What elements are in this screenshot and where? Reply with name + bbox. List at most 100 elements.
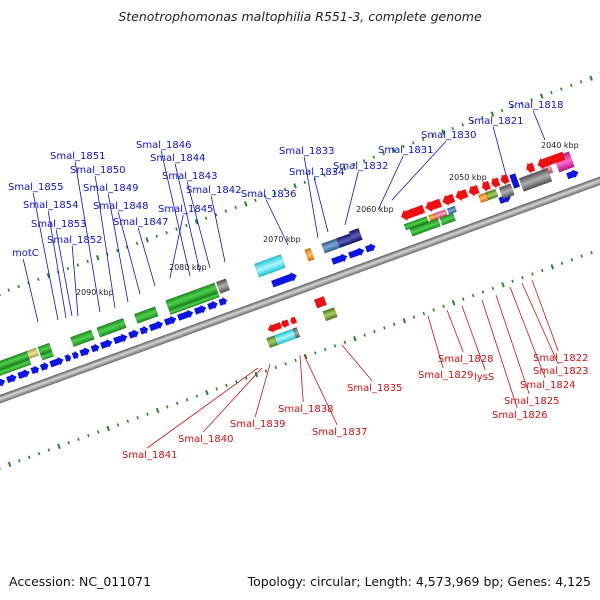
- tick-dot: [511, 279, 514, 283]
- tick-dot: [284, 362, 287, 366]
- tick-dot: [116, 248, 119, 253]
- tick-dot: [47, 448, 51, 452]
- tick-dot: [352, 162, 356, 167]
- tick-dot: [421, 137, 425, 141]
- gene-label-smal-1851: Smal_1851: [50, 151, 105, 162]
- leader-line: [531, 279, 559, 352]
- leader-line: [265, 199, 289, 246]
- tick-dot: [224, 209, 228, 213]
- gene-arrow: [163, 316, 177, 326]
- gene-arrow: [128, 329, 139, 339]
- gene-arrow: [64, 353, 72, 362]
- leader-line: [254, 363, 271, 418]
- feature-box: [70, 329, 95, 348]
- tick-dot: [491, 286, 495, 291]
- tick-dot: [422, 311, 426, 316]
- gene-label-lyss: lysS: [474, 372, 494, 383]
- tick-dot: [106, 425, 111, 432]
- gene-label-smal-1850: Smal_1850: [70, 165, 125, 176]
- tick-dot: [18, 459, 21, 463]
- leader-line: [299, 354, 304, 403]
- gene-arrow: [0, 378, 6, 388]
- gene-arrow: [331, 253, 348, 265]
- tick-dot: [451, 300, 456, 306]
- gene-arrow: [290, 316, 297, 326]
- tick-dot: [490, 111, 495, 117]
- tick-dot: [481, 116, 484, 120]
- tick-dot: [392, 322, 396, 327]
- tick-label-2080-kbp: 2080 kbp: [169, 263, 207, 272]
- gene-label-smal-1829: Smal_1829: [418, 370, 473, 381]
- tick-dot: [471, 119, 474, 124]
- label-leader-lines: [22, 110, 559, 449]
- feature-box: [322, 307, 338, 322]
- feature-box: [498, 183, 515, 200]
- tick-dot: [243, 201, 248, 207]
- feature-box: [439, 212, 456, 226]
- tick-dot: [146, 412, 149, 416]
- leader-line: [47, 210, 67, 319]
- gene-arrow: [177, 309, 194, 321]
- tick-dot: [560, 261, 564, 265]
- tick-dot: [333, 169, 336, 174]
- tick-dot: [471, 293, 475, 298]
- leader-line: [481, 299, 518, 409]
- gene-label-smal-1848: Smal_1848: [93, 201, 148, 212]
- leader-line: [160, 150, 191, 277]
- gene-arrow: [139, 325, 149, 335]
- gene-arrow: [207, 300, 218, 310]
- gene-label-smal-1842: Smal_1842: [186, 185, 241, 196]
- gene-arrow: [491, 177, 501, 189]
- tick-dot: [481, 290, 485, 294]
- feature-box: [26, 347, 39, 360]
- gene-arrow: [17, 369, 30, 379]
- gene-arrow: [566, 169, 579, 180]
- tick-dot: [580, 254, 583, 258]
- feature-box: [40, 350, 55, 361]
- gene-label-smal-1828: Smal_1828: [438, 354, 493, 365]
- leader-line: [71, 245, 79, 317]
- gene-label-smal-1826: Smal_1826: [492, 410, 547, 421]
- leader-line: [169, 214, 184, 279]
- tick-dot: [274, 365, 278, 370]
- leader-line: [303, 354, 338, 426]
- leader-line: [186, 181, 211, 269]
- leader-line: [446, 309, 464, 353]
- tick-dot: [303, 353, 308, 360]
- tick-dot: [0, 466, 1, 470]
- gene-arrow: [455, 189, 469, 202]
- tick-dot: [283, 187, 287, 192]
- leader-line: [377, 155, 404, 211]
- tick-dot: [323, 173, 326, 177]
- gene-arrow: [39, 362, 49, 371]
- leader-line: [313, 177, 329, 233]
- gene-label-smal-1843: Smal_1843: [162, 171, 217, 182]
- gene-arrow: [401, 204, 426, 221]
- feature-box: [485, 188, 499, 201]
- gene-arrow: [100, 339, 113, 349]
- tick-dot: [194, 219, 199, 225]
- tick-dot: [510, 105, 514, 109]
- gene-labels: Smal_1818 Smal_1821 Smal_1830 Smal_1831 Smal…: [8, 100, 588, 461]
- gene-arrow: [113, 333, 128, 345]
- tick-dot: [500, 108, 504, 113]
- feature-box: [304, 247, 315, 262]
- tick-dot: [57, 443, 61, 450]
- leader-line: [117, 211, 141, 295]
- tick-dot: [314, 351, 317, 355]
- tick-label-2070-kbp: 2070 kbp: [263, 235, 301, 244]
- feature-box: [117, 317, 127, 331]
- tick-dot: [391, 147, 396, 153]
- genome-summary-text: Topology: circular; Length: 4,573,969 bp…: [247, 574, 591, 589]
- gene-label-smal-1849: Smal_1849: [83, 183, 138, 194]
- leader-line: [22, 258, 39, 323]
- gene-arrow: [537, 151, 566, 170]
- leader-line: [341, 344, 373, 382]
- feature-box: [273, 328, 297, 346]
- tick-dot: [531, 272, 534, 276]
- tick-dot: [539, 93, 544, 99]
- tick-dot: [175, 227, 178, 231]
- tick-dot: [66, 266, 70, 271]
- gene-label-smal-1855: Smal_1855: [8, 182, 63, 193]
- gene-arrow: [280, 319, 290, 329]
